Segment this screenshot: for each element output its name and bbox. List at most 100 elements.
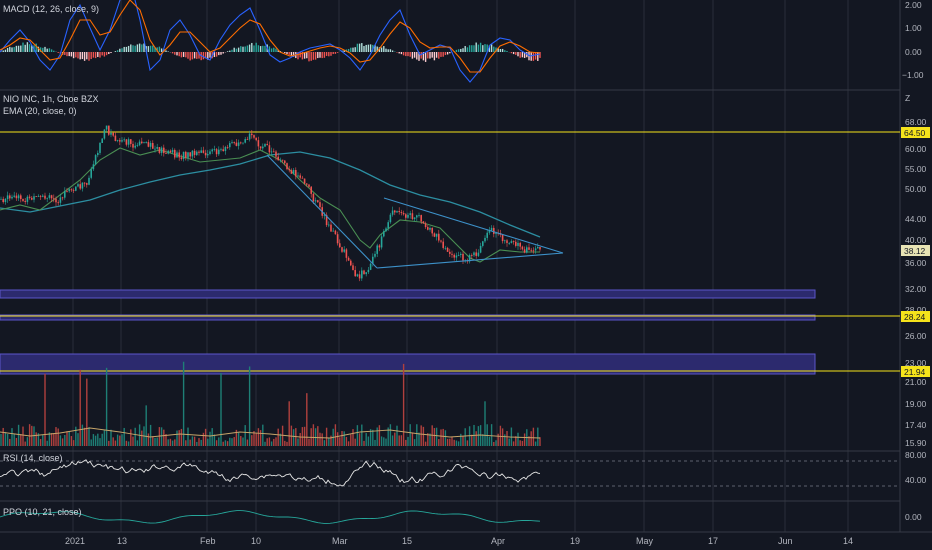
macd-histogram <box>0 42 541 62</box>
volume-bar <box>284 440 286 446</box>
macd-pane: MACD (12, 26, close, 9) 2.00 1.00 0.00 −… <box>0 0 924 83</box>
volume-bar <box>125 440 128 446</box>
candle-body <box>57 202 59 204</box>
volume-bar <box>281 425 284 446</box>
volume-bar <box>336 432 339 446</box>
macd-histogram-bar <box>141 44 143 52</box>
volume-bar <box>200 439 202 446</box>
macd-histogram-bar <box>237 47 240 52</box>
macd-histogram-bar <box>479 42 482 52</box>
macd-histogram-bar <box>209 52 211 58</box>
volume-bar <box>455 440 458 446</box>
volume-bar <box>145 405 147 446</box>
volume-bar <box>37 433 40 446</box>
support-zone-2[interactable] <box>0 314 816 321</box>
candle-body <box>169 150 172 153</box>
macd-histogram-bar <box>420 52 422 59</box>
volume-bar <box>72 440 75 446</box>
candle-body <box>310 186 312 194</box>
macd-histogram-bar <box>77 52 79 59</box>
candle-body <box>222 149 224 152</box>
candle-body <box>515 241 517 246</box>
volume-bar <box>433 428 436 446</box>
macd-histogram-bar <box>433 52 436 61</box>
volume-bar <box>517 432 519 446</box>
candle-body <box>229 143 231 148</box>
volume-bar <box>209 431 211 446</box>
volume-bar <box>257 428 260 446</box>
macd-histogram-bar <box>528 52 530 61</box>
volume-bar <box>242 437 244 446</box>
volume-bar <box>442 428 444 446</box>
macd-histogram-bar <box>154 47 156 52</box>
volume-bar <box>530 431 532 446</box>
candle-body <box>9 195 11 199</box>
macd-histogram-bar <box>116 50 119 52</box>
macd-histogram-bar <box>110 52 112 54</box>
macd-histogram-bar <box>530 52 532 61</box>
volume-bar <box>361 424 363 446</box>
volume-bar <box>114 440 117 446</box>
candle-body <box>356 274 359 277</box>
candle-body <box>226 147 229 148</box>
volume-bar <box>411 432 414 446</box>
candle-body <box>268 145 271 153</box>
volume-bar <box>475 431 477 446</box>
macd-histogram-bar <box>57 52 59 53</box>
volume-bar <box>61 438 64 446</box>
candle-body <box>332 230 334 232</box>
candle-body <box>407 214 409 218</box>
time-axis[interactable]: 2021 13 Feb 10 Mar 15 Apr 19 May 17 Jun … <box>65 536 853 546</box>
macd-histogram-bar <box>288 52 290 55</box>
volume-bar <box>297 438 299 446</box>
volume-bar <box>292 429 295 446</box>
volume-bar <box>495 440 497 446</box>
candle-body <box>101 138 103 143</box>
volume-bar <box>244 425 246 446</box>
support-zone-3[interactable] <box>0 353 816 375</box>
macd-histogram-bar <box>262 45 264 52</box>
volume-bar <box>352 429 354 446</box>
tag-support-1: 28.24 <box>901 311 930 322</box>
candle-body <box>451 253 453 255</box>
macd-histogram-bar <box>105 52 108 56</box>
candle-body <box>295 170 297 177</box>
volume-bar <box>33 426 35 446</box>
candle-body <box>92 164 95 170</box>
candle-body <box>523 249 526 253</box>
candle-body <box>4 198 7 203</box>
macd-histogram-bar <box>431 52 433 58</box>
support-zone-1[interactable] <box>0 289 816 299</box>
candle-body <box>317 200 319 203</box>
volume-bar <box>189 439 191 446</box>
macd-histogram-bar <box>264 45 266 52</box>
volume-bar <box>2 427 4 446</box>
macd-histogram-bar <box>198 52 200 59</box>
candle-body <box>86 183 88 185</box>
candle-body <box>33 196 35 200</box>
svg-text:38.12: 38.12 <box>904 246 926 256</box>
volume-bar <box>387 427 389 446</box>
macd-histogram-bar <box>292 52 295 57</box>
triangle-pattern[interactable] <box>266 154 564 269</box>
macd-signal-line <box>0 0 541 73</box>
macd-histogram-bar <box>471 45 473 52</box>
volume-bar <box>532 427 535 446</box>
volume-bar <box>77 433 79 446</box>
candle-body <box>363 270 365 275</box>
candle-body <box>105 125 108 130</box>
macd-histogram-bar <box>189 52 191 61</box>
time-label-apr: Apr <box>491 536 505 546</box>
price-tick-23: 23.00 <box>905 358 927 368</box>
volume-bar <box>248 366 251 446</box>
volume-bar <box>233 437 235 446</box>
volume-bar <box>334 424 337 446</box>
macd-histogram-bar <box>207 52 209 60</box>
candle-body <box>253 135 255 138</box>
candle-body <box>13 195 15 197</box>
volume-bar <box>6 434 9 446</box>
volume-bar <box>64 434 66 446</box>
candle-body <box>108 125 110 135</box>
